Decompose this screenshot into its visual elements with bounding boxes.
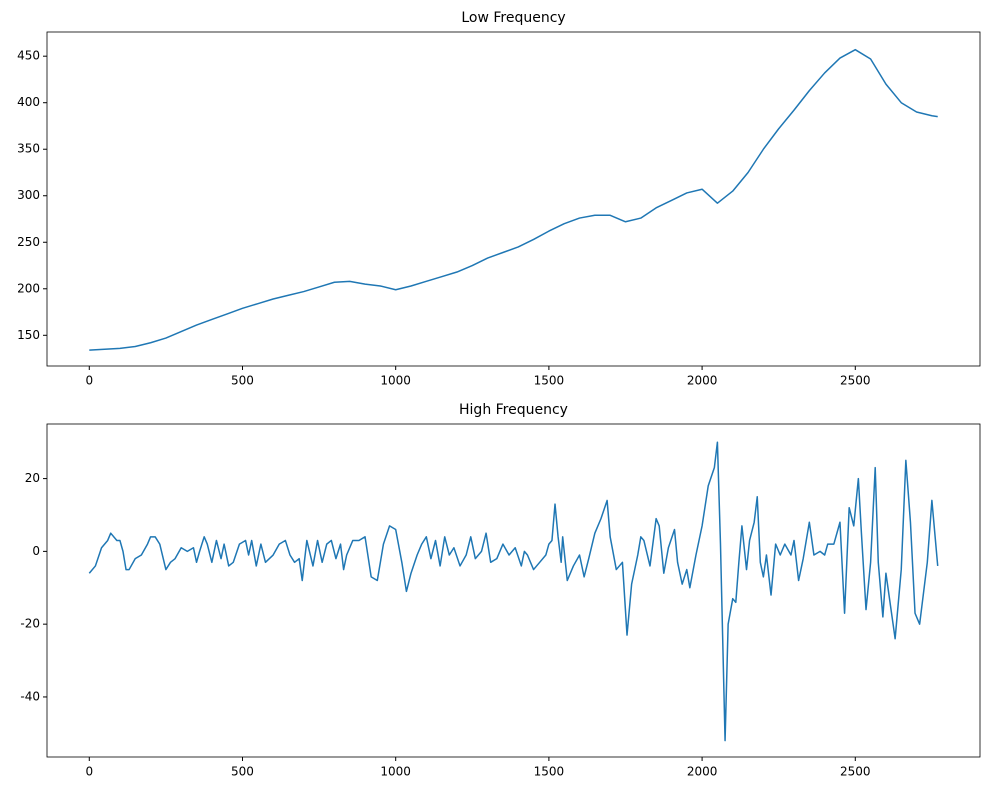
axes-frame	[46, 423, 981, 758]
y-tick-label: 250	[17, 235, 40, 249]
x-tick-label: 0	[85, 765, 93, 779]
x-tick-label: 1500	[534, 765, 565, 779]
y-tick-label: 450	[17, 49, 40, 63]
y-tick-label: 0	[32, 544, 40, 558]
chart-title: Low Frequency	[461, 10, 565, 26]
x-tick-label: 500	[231, 374, 254, 388]
x-tick-label: 2500	[840, 765, 871, 779]
y-tick-label: 200	[17, 281, 40, 295]
x-tick-label: 2500	[840, 374, 871, 388]
y-tick-label: -40	[20, 689, 40, 703]
y-tick-label: 400	[17, 95, 40, 109]
x-tick-label: 2000	[687, 374, 718, 388]
x-tick-label: 0	[85, 374, 93, 388]
x-tick-label: 1000	[380, 765, 411, 779]
y-tick-label: 20	[25, 471, 40, 485]
axes-frame	[46, 31, 981, 367]
data-line	[88, 441, 939, 742]
y-tick-label: 350	[17, 142, 40, 156]
y-tick-label: 150	[17, 328, 40, 342]
chart-title: High Frequency	[459, 402, 568, 418]
x-tick-label: 2000	[687, 765, 718, 779]
y-tick-label: -20	[20, 617, 40, 631]
x-tick-label: 500	[231, 765, 254, 779]
y-tick-label: 300	[17, 188, 40, 202]
x-tick-label: 1500	[534, 374, 565, 388]
x-tick-label: 1000	[380, 374, 411, 388]
data-line	[89, 48, 938, 351]
